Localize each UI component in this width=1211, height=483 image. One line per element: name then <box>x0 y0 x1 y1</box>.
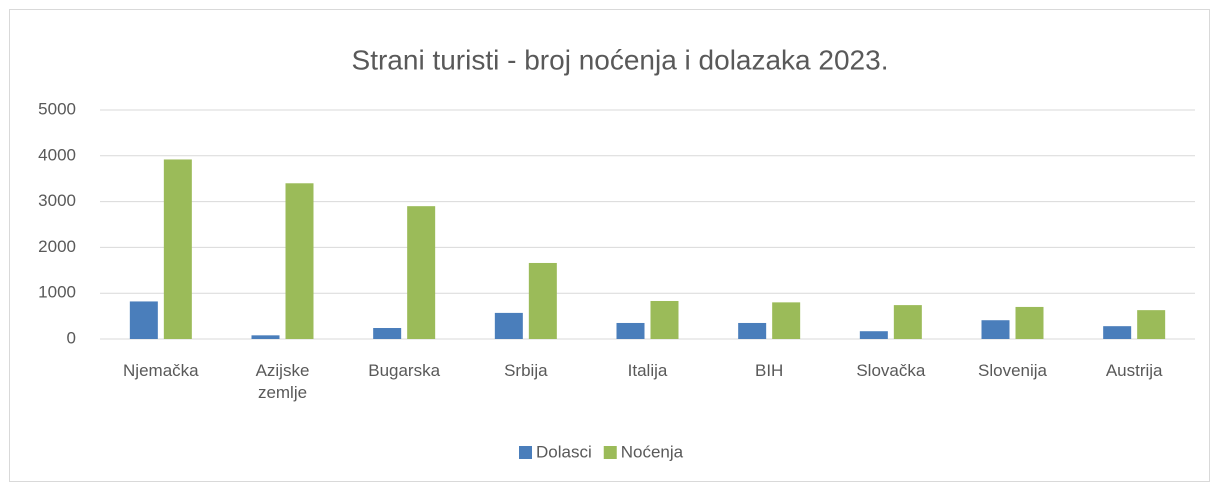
legend-label: Noćenja <box>621 442 684 461</box>
y-tick-label: 1000 <box>38 283 76 302</box>
bar <box>859 331 888 339</box>
chart-border <box>9 9 1210 482</box>
chart-title: Strani turisti - broj noćenja i dolazaka… <box>352 44 889 75</box>
bar <box>650 300 679 339</box>
bar <box>1015 306 1044 339</box>
y-tick-label: 5000 <box>38 99 76 118</box>
x-tick-label: Bugarska <box>368 361 441 380</box>
y-tick-label: 3000 <box>38 191 76 210</box>
bar <box>1103 326 1132 339</box>
bar <box>251 335 280 339</box>
x-tick-label: Azijske zemlje <box>255 361 310 402</box>
y-tick-label: 2000 <box>38 237 76 256</box>
y-tick-label: 4000 <box>38 145 76 164</box>
x-tick-label: BIH <box>754 361 784 380</box>
bar <box>772 302 801 339</box>
x-tick-label: Austrija <box>1105 361 1163 380</box>
x-tick-label: Slovenija <box>978 361 1047 380</box>
bar <box>528 262 557 339</box>
bar <box>1137 310 1166 339</box>
bar <box>981 320 1010 339</box>
y-tick-label: 0 <box>67 328 76 347</box>
bar <box>163 159 192 339</box>
bar <box>129 301 158 339</box>
x-tick-label: Italija <box>627 361 668 380</box>
legend-swatch <box>519 446 532 459</box>
bar <box>407 206 436 339</box>
x-tick-label: Srbija <box>504 361 548 380</box>
bar <box>373 328 402 339</box>
bar <box>738 322 767 339</box>
x-tick-label: Njemačka <box>123 361 199 380</box>
bar <box>285 183 314 339</box>
bar <box>494 312 523 339</box>
legend-label: Dolasci <box>536 442 592 461</box>
bar <box>616 322 645 339</box>
bar <box>893 305 922 339</box>
x-tick-label: Slovačka <box>856 361 926 380</box>
legend-swatch <box>603 446 617 459</box>
